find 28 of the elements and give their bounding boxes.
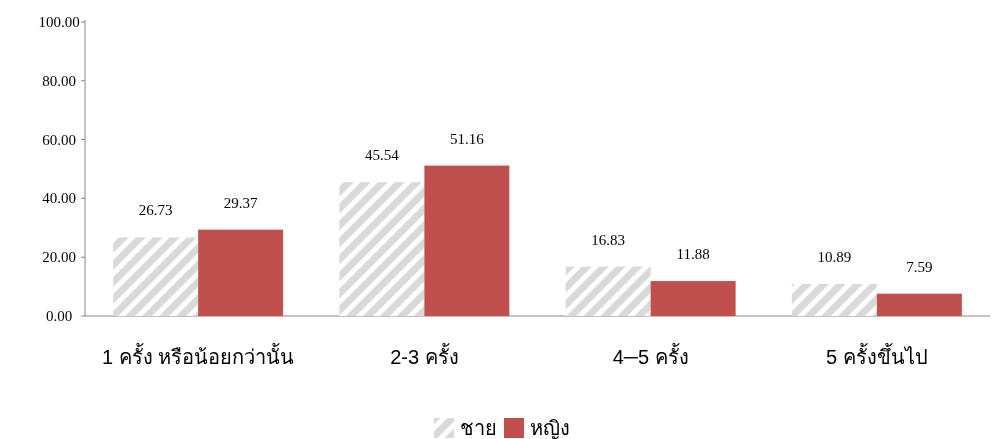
x-tick-label: 1 ครั้ง หรือน้อยกว่านั้น <box>102 343 295 368</box>
bar <box>113 237 199 316</box>
data-label: 11.88 <box>676 246 710 263</box>
data-label: 26.73 <box>138 202 173 219</box>
data-label: 10.89 <box>817 248 852 265</box>
bar <box>424 165 510 316</box>
x-tick-label: 4─5 ครั้ง <box>612 343 689 368</box>
data-label: 16.83 <box>591 231 625 248</box>
y-tick-label: 60.00 <box>42 131 76 148</box>
data-label: 51.16 <box>450 130 485 147</box>
data-label: 7.59 <box>906 258 933 275</box>
x-tick-label: 5 ครั้งขึ้นไป <box>826 343 928 368</box>
y-tick-label: 0.00 <box>45 308 73 324</box>
y-tick-label: 80.00 <box>42 72 76 89</box>
bar <box>198 229 284 316</box>
bar <box>876 293 962 316</box>
legend-label: ชาย <box>460 417 497 439</box>
bar <box>565 266 651 316</box>
y-tick-label: 20.00 <box>42 249 76 266</box>
bar <box>339 182 425 316</box>
x-tick-label: 2-3 ครั้ง <box>390 343 459 368</box>
bar <box>650 281 736 316</box>
y-tick-label: 40.00 <box>42 190 76 207</box>
data-label: 45.54 <box>365 147 400 164</box>
data-label: 29.37 <box>223 194 258 211</box>
legend-label: หญิง <box>530 417 570 439</box>
y-tick-label: 100.00 <box>38 14 80 30</box>
bar <box>791 283 877 316</box>
